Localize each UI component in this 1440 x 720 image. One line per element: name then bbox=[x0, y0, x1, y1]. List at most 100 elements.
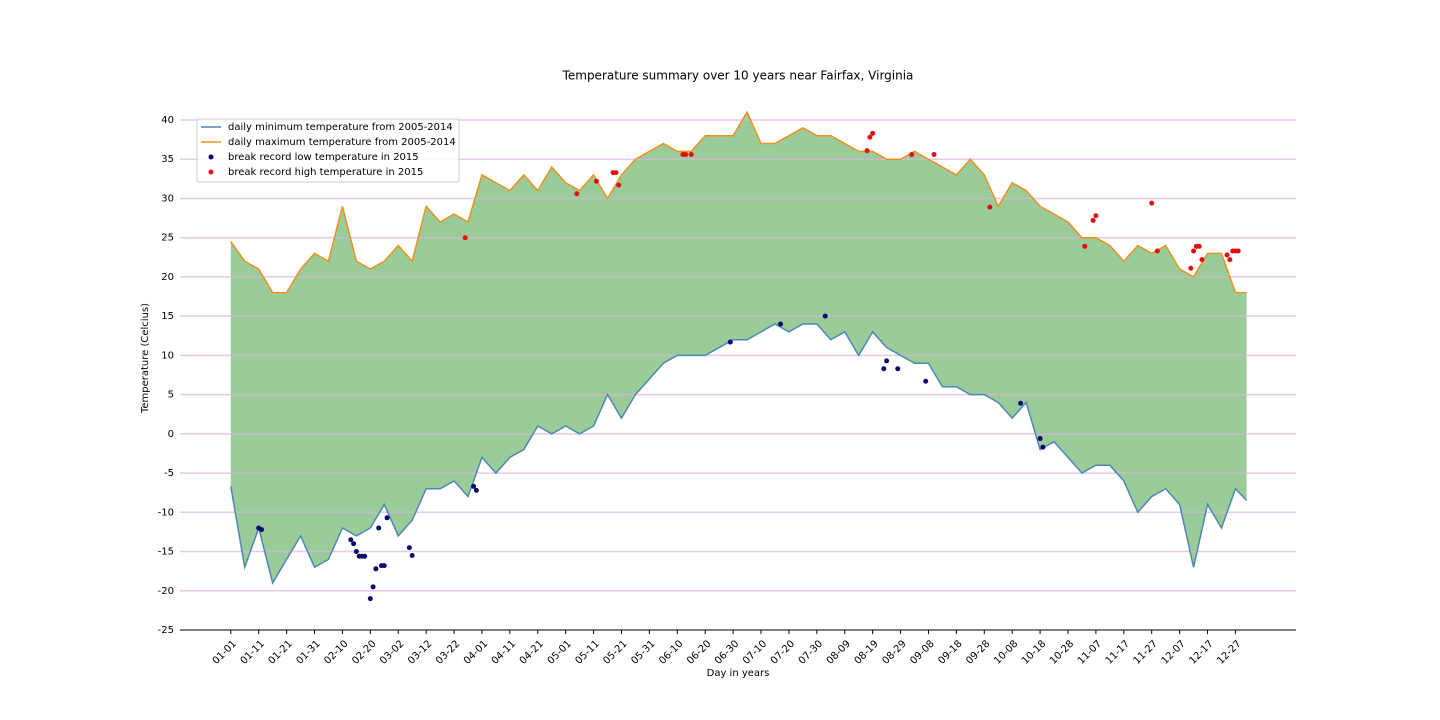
x-tick-label: 05-21 bbox=[601, 638, 629, 666]
x-tick-label: 03-22 bbox=[434, 638, 462, 666]
scatter-point bbox=[1235, 248, 1241, 254]
x-tick-label: 09-08 bbox=[908, 638, 936, 666]
legend-label: break record low temperature in 2015 bbox=[228, 152, 419, 163]
scatter-point bbox=[867, 134, 873, 140]
x-tick-label: 04-11 bbox=[490, 638, 518, 666]
legend-frame bbox=[196, 118, 460, 183]
scatter-point bbox=[613, 170, 619, 176]
y-tick-label: 10 bbox=[161, 350, 174, 361]
x-tick-label: 04-01 bbox=[462, 638, 490, 666]
scatter-point bbox=[462, 235, 468, 241]
scatter-point bbox=[1196, 243, 1202, 249]
scatter-point bbox=[987, 204, 993, 210]
line-series bbox=[230, 110, 1247, 294]
scatter-point bbox=[778, 321, 784, 327]
scatter-point bbox=[1093, 213, 1099, 219]
x-tick-label: 08-19 bbox=[853, 638, 881, 666]
scatter-point bbox=[727, 339, 733, 345]
y-axis-label: Temperature (Celcius) bbox=[140, 303, 151, 414]
x-tick-label: 12-27 bbox=[1215, 638, 1243, 666]
x-tick-label: 06-10 bbox=[657, 638, 685, 666]
scatter-point bbox=[406, 545, 412, 551]
y-tick-label: -15 bbox=[158, 547, 174, 558]
y-tick-label: 35 bbox=[161, 154, 174, 165]
scatter-point bbox=[384, 515, 390, 521]
scatter-point bbox=[348, 537, 354, 543]
y-tick-label: -10 bbox=[158, 507, 174, 518]
scatter-point bbox=[870, 130, 876, 136]
legend-swatch bbox=[208, 169, 214, 175]
scatter-point bbox=[616, 182, 622, 188]
scatter-point bbox=[931, 152, 937, 158]
scatter-point bbox=[1037, 436, 1043, 442]
x-tick-label: 11-17 bbox=[1104, 638, 1132, 666]
x-tick-label: 08-29 bbox=[880, 638, 908, 666]
scatter-point bbox=[895, 366, 901, 372]
x-tick-label: 05-01 bbox=[546, 638, 574, 666]
scatter-point bbox=[353, 549, 359, 555]
scatter-point bbox=[574, 191, 580, 197]
legend-label: break record high temperature in 2015 bbox=[228, 167, 423, 178]
x-tick-label: 01-01 bbox=[211, 638, 239, 666]
scatter-point bbox=[258, 527, 264, 533]
scatter-point bbox=[367, 596, 373, 602]
scatter-point bbox=[1040, 444, 1046, 450]
scatter-point bbox=[1224, 252, 1230, 258]
scatter-point bbox=[688, 152, 694, 158]
x-tick-label: 12-17 bbox=[1187, 638, 1215, 666]
scatter-point bbox=[1191, 248, 1197, 254]
scatter-point bbox=[373, 566, 379, 572]
legend-swatch bbox=[208, 154, 214, 160]
fill-between bbox=[230, 112, 1247, 583]
y-tick-label: -5 bbox=[164, 468, 174, 479]
x-tick-label: 01-11 bbox=[239, 638, 267, 666]
y-tick-label: -25 bbox=[158, 625, 174, 636]
x-tick-label: 01-31 bbox=[294, 638, 322, 666]
x-tick-label: 07-30 bbox=[797, 638, 825, 666]
x-tick-label: 08-09 bbox=[825, 638, 853, 666]
x-tick-label: 12-07 bbox=[1160, 638, 1188, 666]
x-tick-label: 10-28 bbox=[1048, 638, 1076, 666]
scatter-point bbox=[909, 152, 915, 158]
x-tick-label: 11-07 bbox=[1076, 638, 1104, 666]
scatter-point bbox=[881, 366, 887, 372]
scatter-point bbox=[370, 584, 376, 590]
scatter-point bbox=[1082, 243, 1088, 249]
legend-label: daily minimum temperature from 2005-2014 bbox=[228, 122, 453, 133]
scatter-point bbox=[683, 152, 689, 158]
y-tick-label: 15 bbox=[161, 311, 174, 322]
scatter-point bbox=[351, 541, 357, 547]
y-tick-label: 40 bbox=[161, 115, 174, 126]
legend: daily minimum temperature from 2005-2014… bbox=[196, 118, 460, 183]
scatter-point bbox=[1188, 265, 1194, 271]
scatter-point bbox=[923, 378, 929, 384]
x-tick-label: 05-11 bbox=[573, 638, 601, 666]
scatter-point bbox=[1018, 400, 1024, 406]
scatter-point bbox=[471, 483, 477, 489]
x-tick-label: 06-20 bbox=[685, 638, 713, 666]
legend-label: daily maximum temperature from 2005-2014 bbox=[228, 137, 456, 148]
scatter-point bbox=[1227, 257, 1233, 263]
line-series bbox=[230, 323, 1248, 585]
scatter-point bbox=[864, 148, 870, 154]
x-tick-label: 11-27 bbox=[1132, 638, 1160, 666]
x-tick-label: 09-18 bbox=[936, 638, 964, 666]
y-tick-label: 20 bbox=[161, 272, 174, 283]
x-tick-label: 03-12 bbox=[406, 638, 434, 666]
x-tick-label: 06-30 bbox=[713, 638, 741, 666]
x-tick-label: 10-18 bbox=[1020, 638, 1048, 666]
x-tick-label: 07-20 bbox=[769, 638, 797, 666]
scatter-point bbox=[1149, 200, 1155, 206]
y-tick-label: -20 bbox=[158, 586, 174, 597]
scatter-point bbox=[1154, 248, 1160, 254]
x-tick-label: 02-20 bbox=[350, 638, 378, 666]
x-tick-label: 03-02 bbox=[378, 638, 406, 666]
x-tick-label: 02-10 bbox=[322, 638, 350, 666]
scatter-point bbox=[362, 553, 368, 559]
chart-title: Temperature summary over 10 years near F… bbox=[562, 69, 914, 83]
scatter-point bbox=[822, 313, 828, 319]
x-tick-label: 07-10 bbox=[741, 638, 769, 666]
x-tick-label: 10-08 bbox=[992, 638, 1020, 666]
y-tick-label: 30 bbox=[161, 193, 174, 204]
